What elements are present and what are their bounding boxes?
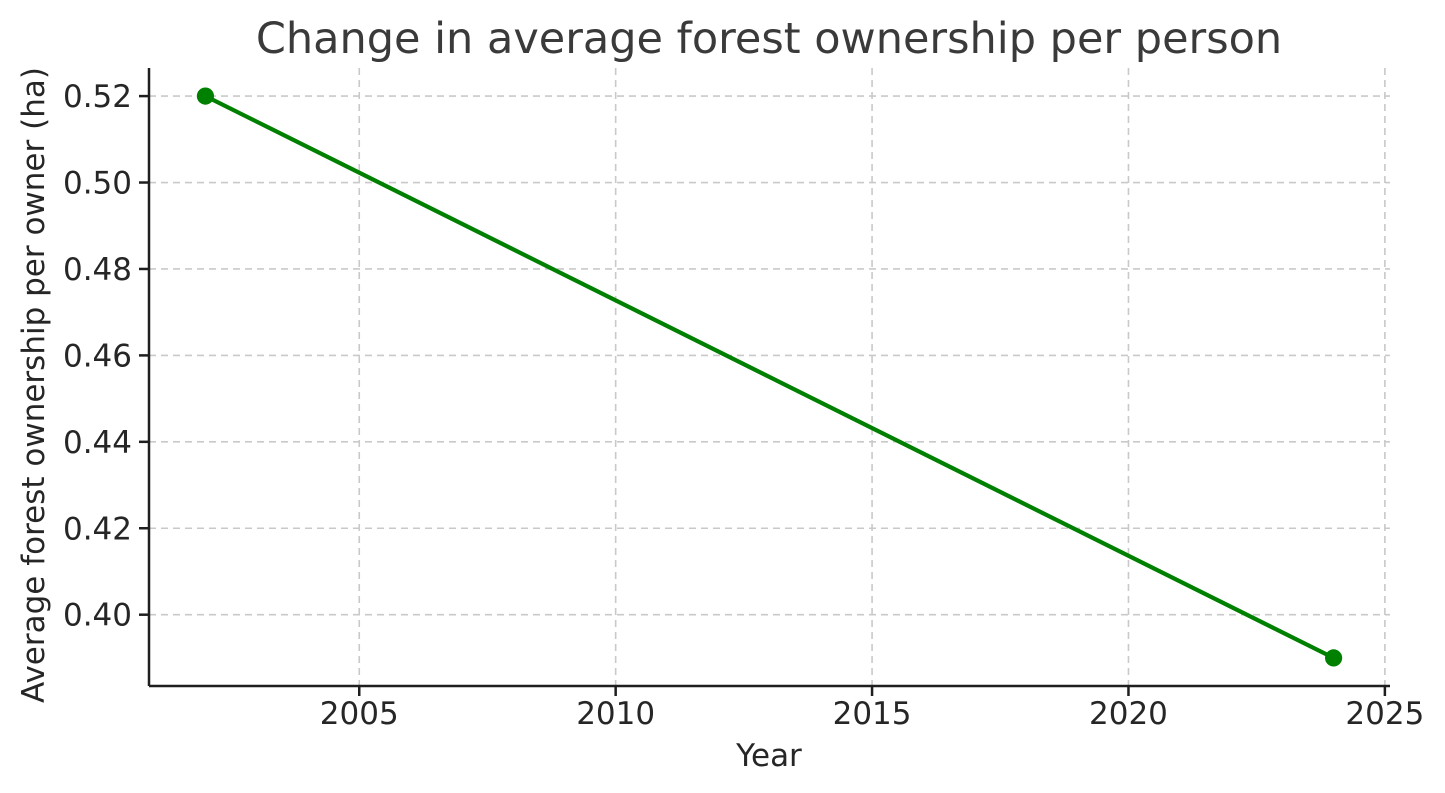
x-tick-label: 2025 xyxy=(1345,696,1424,732)
y-tick-label: 0.44 xyxy=(63,425,132,461)
trend-line xyxy=(203,93,1336,661)
y-tick-label: 0.52 xyxy=(63,79,132,115)
chart-title: Change in average forest ownership per p… xyxy=(256,14,1282,64)
x-tick-label: 2010 xyxy=(576,696,655,732)
y-tick-label: 0.50 xyxy=(63,166,132,202)
series-layer xyxy=(196,87,1343,667)
y-tick-label: 0.42 xyxy=(63,511,132,547)
data-point-marker xyxy=(1324,649,1343,667)
x-tick-label: 2020 xyxy=(1089,696,1168,732)
y-tick-label: 0.40 xyxy=(63,598,132,634)
y-tick-label: 0.48 xyxy=(63,252,132,288)
x-tick-label: 2005 xyxy=(320,696,399,732)
y-axis-label: Average forest ownership per owner (ha) xyxy=(16,67,52,703)
data-point-marker xyxy=(196,87,215,105)
axis-layer: 2005 2010 2015 2020 2025 0.40 0.42 0.44 0.46 0.48… xyxy=(63,68,1424,732)
x-axis-label: Year xyxy=(735,738,802,774)
y-tick-label: 0.46 xyxy=(63,338,132,374)
x-tick-label: 2015 xyxy=(833,696,912,732)
grid-layer xyxy=(149,68,1390,686)
